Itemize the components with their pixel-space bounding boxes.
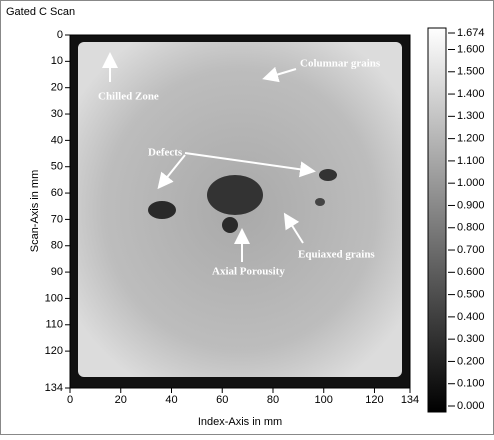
colorbar-tick-label: 1.100 bbox=[457, 155, 485, 167]
colorbar-tick-label: 0.400 bbox=[457, 311, 485, 323]
x-tick-label: 60 bbox=[216, 394, 228, 406]
colorbar-tick-label: 0.800 bbox=[457, 222, 485, 234]
colorbar-tick-label: 0.000 bbox=[457, 400, 485, 412]
x-tick-label: 134 bbox=[401, 394, 419, 406]
y-tick-label: 120 bbox=[45, 345, 63, 357]
window: Gated C Scan Columnar grains Chilled Zon… bbox=[0, 0, 494, 435]
annotation: Equiaxed grains bbox=[298, 249, 375, 261]
x-tick-label: 100 bbox=[315, 394, 333, 406]
y-tick-label: 40 bbox=[51, 134, 63, 146]
x-tick-label: 0 bbox=[67, 394, 73, 406]
y-tick-label: 134 bbox=[45, 382, 63, 394]
y-tick-label: 10 bbox=[51, 55, 63, 67]
x-axis-label: Index-Axis in mm bbox=[198, 416, 282, 428]
annotation: Defects bbox=[148, 147, 183, 159]
y-tick-label: 70 bbox=[51, 213, 63, 225]
window-title: Gated C Scan bbox=[6, 6, 75, 18]
colorbar-tick-label: 0.700 bbox=[457, 244, 485, 256]
annotation: Columnar grains bbox=[300, 58, 381, 70]
y-tick-label: 90 bbox=[51, 266, 63, 278]
colorbar-tick-label: 1.600 bbox=[457, 43, 485, 55]
y-tick-label: 30 bbox=[51, 108, 63, 120]
colorbar-tick-label: 1.200 bbox=[457, 133, 485, 145]
y-tick-label: 110 bbox=[45, 319, 63, 331]
x-tick-label: 80 bbox=[267, 394, 279, 406]
colorbar bbox=[428, 28, 446, 412]
colorbar-tick-label: 1.000 bbox=[457, 177, 485, 189]
y-tick-label: 0 bbox=[57, 29, 63, 41]
y-tick-label: 100 bbox=[45, 292, 63, 304]
y-axis-label: Scan-Axis in mm bbox=[29, 170, 41, 253]
annotation: Axial Porousity bbox=[212, 266, 285, 278]
y-tick-label: 50 bbox=[51, 161, 63, 173]
colorbar-tick-label: 0.900 bbox=[457, 199, 485, 211]
colorbar-tick-label: 1.300 bbox=[457, 110, 485, 122]
colorbar-tick-label: 1.674 bbox=[457, 27, 485, 39]
y-tick-label: 60 bbox=[51, 187, 63, 199]
scan-image bbox=[70, 35, 410, 388]
y-tick-label: 20 bbox=[51, 82, 63, 94]
colorbar-tick-label: 0.100 bbox=[457, 378, 485, 390]
x-tick-label: 40 bbox=[165, 394, 177, 406]
colorbar-tick-label: 0.300 bbox=[457, 333, 485, 345]
x-tick-label: 20 bbox=[115, 394, 127, 406]
colorbar-tick-label: 1.400 bbox=[457, 88, 485, 100]
annotation: Chilled Zone bbox=[98, 91, 159, 103]
y-tick-label: 80 bbox=[51, 240, 63, 252]
x-tick-label: 120 bbox=[365, 394, 383, 406]
colorbar-tick-label: 0.600 bbox=[457, 266, 485, 278]
colorbar-tick-label: 0.200 bbox=[457, 355, 485, 367]
colorbar-tick-label: 0.500 bbox=[457, 288, 485, 300]
colorbar-tick-label: 1.500 bbox=[457, 66, 485, 78]
